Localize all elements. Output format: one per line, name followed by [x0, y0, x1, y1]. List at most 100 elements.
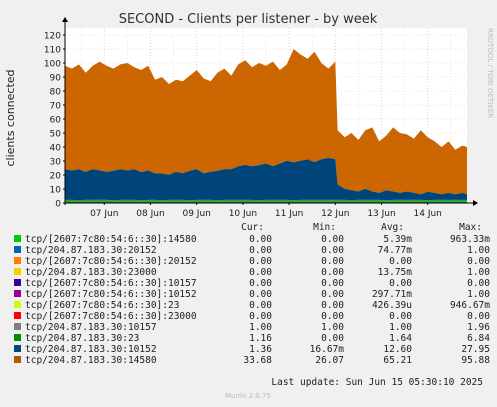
legend-value: 963.33m	[450, 234, 490, 245]
legend-value: 297.71m	[372, 289, 412, 300]
legend-value: 13.75m	[378, 267, 413, 278]
legend-value: 0.00	[321, 311, 344, 322]
legend-value: 0.00	[467, 311, 490, 322]
x-tick-label: 11 Jun	[275, 209, 303, 219]
legend-value: 0.00	[467, 256, 490, 267]
legend-swatch	[14, 268, 21, 275]
legend-value: 5.39m	[383, 234, 412, 245]
legend-value: 95.88	[461, 355, 490, 366]
legend-row: tcp/204.87.183.30:23000 0.00 0.00 13.75m 1.0…	[14, 267, 490, 278]
legend-label: tcp/[2607:7c80:54:6::30]:10157	[25, 278, 197, 289]
legend-value: 1.00	[467, 245, 490, 256]
legend-row: tcp/[2607:7c80:54:6::30]:23 0.00 0.00 426.3…	[14, 300, 490, 311]
y-tick-label: 120	[44, 32, 61, 42]
legend-value: 0.00	[321, 289, 344, 300]
legend-swatch	[14, 345, 21, 352]
legend-swatch	[14, 334, 21, 341]
legend-value: 0.00	[389, 311, 412, 322]
legend-label: tcp/[2607:7c80:54:6::30]:10152	[25, 289, 197, 300]
y-tick-label: 10	[50, 186, 62, 196]
legend-label: tcp/204.87.183.30:23000	[25, 267, 157, 278]
y-tick-label: 40	[50, 144, 62, 154]
side-label: RRDTOOL / TOBI OETIKER	[486, 28, 494, 118]
x-tick-label: 10 Jun	[229, 209, 257, 219]
legend-value: 0.00	[249, 245, 272, 256]
legend-label: tcp/204.87.183.30:10152	[25, 344, 157, 355]
legend-label: tcp/[2607:7c80:54:6::30]:23000	[25, 311, 197, 322]
y-axis-arrow	[62, 17, 68, 22]
legend-swatch	[14, 301, 21, 308]
y-tick-label: 20	[50, 172, 62, 182]
legend-value: 65.21	[383, 355, 412, 366]
legend-value: 0.00	[321, 256, 344, 267]
legend-value: 33.68	[243, 355, 272, 366]
legend-value: 0.00	[467, 278, 490, 289]
legend-label: tcp/[2607:7c80:54:6::30]:14580	[25, 234, 197, 245]
y-tick-label: 0	[55, 200, 61, 210]
legend-value: 1.36	[249, 344, 272, 355]
series-area-10152	[65, 157, 467, 201]
legend-value: 1.16	[249, 333, 272, 344]
legend-header: Avg:	[381, 222, 404, 233]
legend-value: 0.00	[321, 267, 344, 278]
munin-footer: Munin 2.0.75	[225, 392, 271, 400]
x-tick-label: 12 Jun	[321, 209, 349, 219]
y-tick-label: 50	[50, 130, 62, 140]
legend-value: 426.39u	[372, 300, 412, 311]
legend-value: 26.07	[315, 355, 344, 366]
legend: Cur: Min: Avg: Max:tcp/[2607:7c80:54:6::30]…	[14, 222, 490, 366]
chart-title: SECOND - Clients per listener - by week	[119, 12, 378, 27]
legend-value: 0.00	[249, 289, 272, 300]
legend-value: 1.00	[321, 322, 344, 333]
legend-row: tcp/[2607:7c80:54:6::30]:23000 0.00 0.00 0.…	[14, 311, 490, 322]
last-update: Last update: Sun Jun 15 05:30:10 2025	[271, 377, 483, 388]
legend-swatch	[14, 235, 21, 242]
legend-value: 0.00	[321, 278, 344, 289]
y-tick-label: 100	[44, 60, 61, 70]
legend-header: Cur:	[241, 222, 264, 233]
axes: 0 10 20 30 40 50 60 70 80 90 100 110 120 07 Jun 08 Jun…	[44, 17, 478, 219]
legend-swatch	[14, 356, 21, 363]
legend-label: tcp/[2607:7c80:54:6::30]:20152	[25, 256, 197, 267]
legend-value: 0.00	[249, 278, 272, 289]
legend-label: tcp/[2607:7c80:54:6::30]:23	[25, 300, 179, 311]
y-tick-label: 60	[50, 116, 62, 126]
legend-row: tcp/[2607:7c80:54:6::30]:20152 0.00 0.00 0.…	[14, 256, 490, 267]
legend-value: 6.84	[467, 333, 490, 344]
legend-header: Max:	[459, 222, 482, 233]
x-tick-label: 14 Jun	[414, 209, 442, 219]
legend-row: tcp/[2607:7c80:54:6::30]:10152 0.00 0.00 29…	[14, 289, 490, 300]
legend-value: 1.96	[467, 322, 490, 333]
legend-swatch	[14, 323, 21, 330]
series-area-23	[65, 199, 467, 202]
legend-swatch	[14, 279, 21, 286]
legend-value: 0.00	[321, 234, 344, 245]
y-tick-label: 30	[50, 158, 62, 168]
legend-header: Min:	[313, 222, 336, 233]
legend-value: 12.60	[383, 344, 412, 355]
legend-value: 0.00	[321, 245, 344, 256]
series-area-14580	[65, 49, 467, 195]
y-tick-label: 110	[44, 46, 61, 56]
legend-value: 1.00	[249, 322, 272, 333]
legend-value: 0.00	[249, 267, 272, 278]
stacked-areas	[65, 49, 467, 203]
legend-value: 16.67m	[310, 344, 345, 355]
y-tick-label: 90	[50, 74, 62, 84]
legend-value: 0.00	[389, 256, 412, 267]
x-tick-label: 08 Jun	[136, 209, 164, 219]
legend-value: 0.00	[321, 300, 344, 311]
legend-value: 1.00	[467, 267, 490, 278]
legend-value: 0.00	[389, 278, 412, 289]
x-axis-arrow	[473, 200, 478, 206]
legend-value: 0.00	[249, 234, 272, 245]
legend-row: tcp/204.87.183.30:23 1.16 0.00 1.64 6.84	[14, 333, 490, 344]
y-tick-label: 70	[50, 102, 62, 112]
legend-label: tcp/204.87.183.30:14580	[25, 355, 157, 366]
legend-value: 1.00	[389, 322, 412, 333]
legend-row: tcp/204.87.183.30:14580 33.68 26.07 65.21 95…	[14, 355, 490, 366]
legend-value: 0.00	[249, 300, 272, 311]
legend-value: 946.67m	[450, 300, 490, 311]
x-tick-label: 13 Jun	[367, 209, 395, 219]
